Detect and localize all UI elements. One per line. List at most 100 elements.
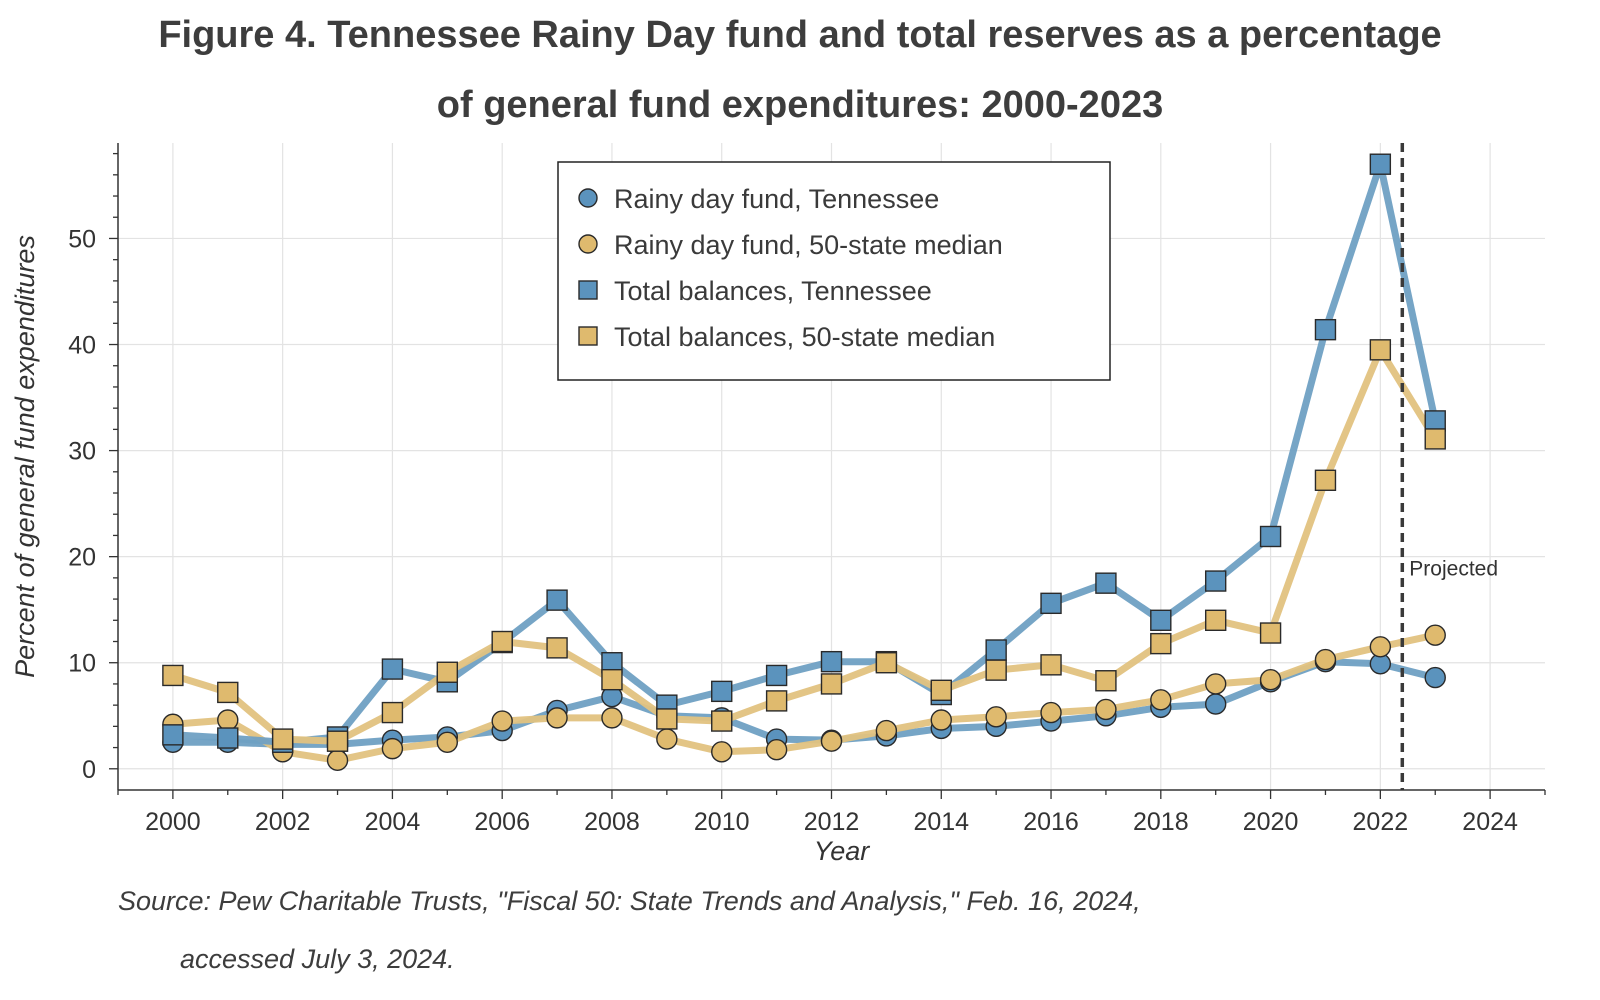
data-point-s3-2007 [546, 589, 568, 611]
data-point-s4-2014 [930, 679, 952, 701]
data-point-s4-2015 [985, 659, 1007, 681]
y-tick-label-20: 20 [68, 544, 96, 572]
data-point-s3-2020 [1259, 525, 1282, 548]
data-point-s4-2010 [711, 710, 733, 732]
data-point-s3-2022 [1369, 153, 1392, 175]
legend-marker-3 [578, 280, 598, 300]
y-tick-label-30: 30 [68, 438, 96, 466]
data-point-s3-2010 [711, 680, 733, 703]
axes: 2000 2002 2004 2006 2008 2010 2012 2014 2016 2018… [10, 143, 1546, 866]
data-point-s1-2019 [1204, 693, 1227, 715]
data-point-s3-2021 [1314, 318, 1337, 341]
chart-title-line-1: Figure 4. Tennessee Rainy Day fund and t… [158, 14, 1442, 56]
x-tick-label-2002: 2002 [255, 808, 311, 836]
data-point-s4-2011 [765, 690, 788, 712]
x-tick-label-2006: 2006 [474, 808, 530, 836]
data-point-s2-2014 [930, 709, 952, 731]
data-point-s4-2000 [162, 664, 184, 687]
data-point-s3-2018 [1150, 609, 1172, 631]
data-point-s2-2004 [381, 737, 404, 760]
legend: Rainy day fund, Tennessee Rainy day fund,… [557, 161, 1111, 381]
data-point-s2-2012 [820, 730, 843, 752]
legend-label-1: Rainy day fund, Tennessee [614, 184, 939, 214]
data-point-s2-2010 [711, 741, 733, 763]
data-point-s2-2009 [656, 728, 678, 750]
x-tick-label-2014: 2014 [913, 808, 969, 836]
source-note-line-1: Source: Pew Charitable Trusts, "Fiscal 5… [118, 886, 1141, 916]
data-point-s3-2004 [381, 658, 404, 680]
data-point-s4-2001 [217, 681, 239, 704]
y-axis-label: Percent of general fund expenditures [10, 235, 40, 678]
data-point-s4-2002 [271, 728, 294, 750]
data-point-s4-2003 [326, 730, 349, 752]
data-point-s4-2008 [601, 668, 623, 691]
data-point-s2-2018 [1150, 689, 1172, 711]
x-tick-label-2004: 2004 [365, 808, 421, 836]
data-point-s4-2012 [820, 673, 843, 695]
data-point-s3-2015 [985, 639, 1007, 661]
y-tick-label-10: 10 [68, 650, 96, 678]
y-tick-label-50: 50 [68, 225, 96, 253]
data-point-s3-2019 [1204, 570, 1227, 592]
data-point-s2-2001 [217, 709, 239, 731]
data-point-s4-2009 [656, 708, 678, 730]
x-tick-label-2018: 2018 [1133, 808, 1189, 836]
data-point-s4-2020 [1259, 622, 1282, 644]
x-tick-label-2024: 2024 [1462, 808, 1518, 836]
data-point-s2-2007 [546, 707, 568, 729]
data-point-s4-2017 [1095, 670, 1117, 692]
data-point-s3-2011 [765, 664, 788, 687]
legend-label-4: Total balances, 50-state median [614, 322, 995, 352]
data-point-s2-2008 [601, 707, 623, 729]
x-tick-label-2000: 2000 [145, 808, 201, 836]
data-point-s3-2023 [1424, 410, 1446, 432]
data-point-s4-2016 [1040, 654, 1062, 676]
legend-marker-1 [578, 188, 598, 208]
data-point-s3-2016 [1040, 592, 1062, 615]
data-point-s3-2017 [1095, 572, 1117, 594]
data-point-s2-2013 [875, 719, 898, 742]
source-note-line-2: accessed July 3, 2024. [180, 944, 455, 974]
data-point-s2-2019 [1204, 673, 1227, 695]
data-point-s2-2020 [1259, 668, 1282, 691]
legend-label-3: Total balances, Tennessee [614, 276, 932, 306]
data-point-s2-2016 [1040, 701, 1062, 724]
projected-label: Projected [1409, 558, 1498, 581]
legend-marker-4 [578, 326, 598, 346]
data-point-s2-2005 [436, 731, 459, 753]
x-tick-label-2016: 2016 [1023, 808, 1079, 836]
x-tick-label-2010: 2010 [694, 808, 750, 836]
x-tick-label-2020: 2020 [1243, 808, 1299, 836]
data-point-s3-2000 [162, 724, 184, 746]
data-markers [162, 153, 1446, 772]
x-tick-label-2022: 2022 [1353, 808, 1409, 836]
data-point-s3-2012 [820, 650, 843, 673]
data-point-s4-2005 [436, 661, 459, 683]
data-point-s2-2003 [326, 749, 349, 772]
legend-box [557, 161, 1111, 381]
x-tick-label-2012: 2012 [804, 808, 860, 836]
data-point-s2-2022 [1369, 636, 1392, 658]
data-point-s2-2011 [765, 738, 788, 761]
x-axis-label: Year [814, 836, 871, 866]
data-point-s1-2023 [1424, 666, 1446, 689]
data-point-s4-2013 [875, 652, 898, 674]
legend-marker-2 [578, 234, 598, 254]
y-tick-label-40: 40 [68, 332, 96, 360]
data-point-s3-2001 [217, 727, 239, 749]
data-point-s2-2021 [1314, 648, 1337, 671]
data-point-s4-2007 [546, 637, 568, 659]
data-point-s2-2023 [1424, 624, 1446, 646]
data-point-s4-2004 [381, 701, 404, 724]
data-point-s4-2022 [1369, 339, 1392, 361]
projection-layer: Projected [1400, 143, 1498, 790]
x-tick-label-2008: 2008 [584, 808, 640, 836]
data-point-s4-2006 [491, 630, 513, 653]
data-point-s4-2019 [1204, 609, 1227, 631]
data-point-s2-2017 [1095, 698, 1117, 721]
data-point-s2-2006 [491, 710, 513, 732]
data-point-s4-2023 [1424, 428, 1446, 450]
legend-label-2: Rainy day fund, 50-state median [614, 230, 1003, 260]
line-chart: Projected 2000 2002 2004 2006 2008 2010 2012 20… [10, 143, 1546, 866]
data-point-s2-2015 [985, 706, 1007, 728]
